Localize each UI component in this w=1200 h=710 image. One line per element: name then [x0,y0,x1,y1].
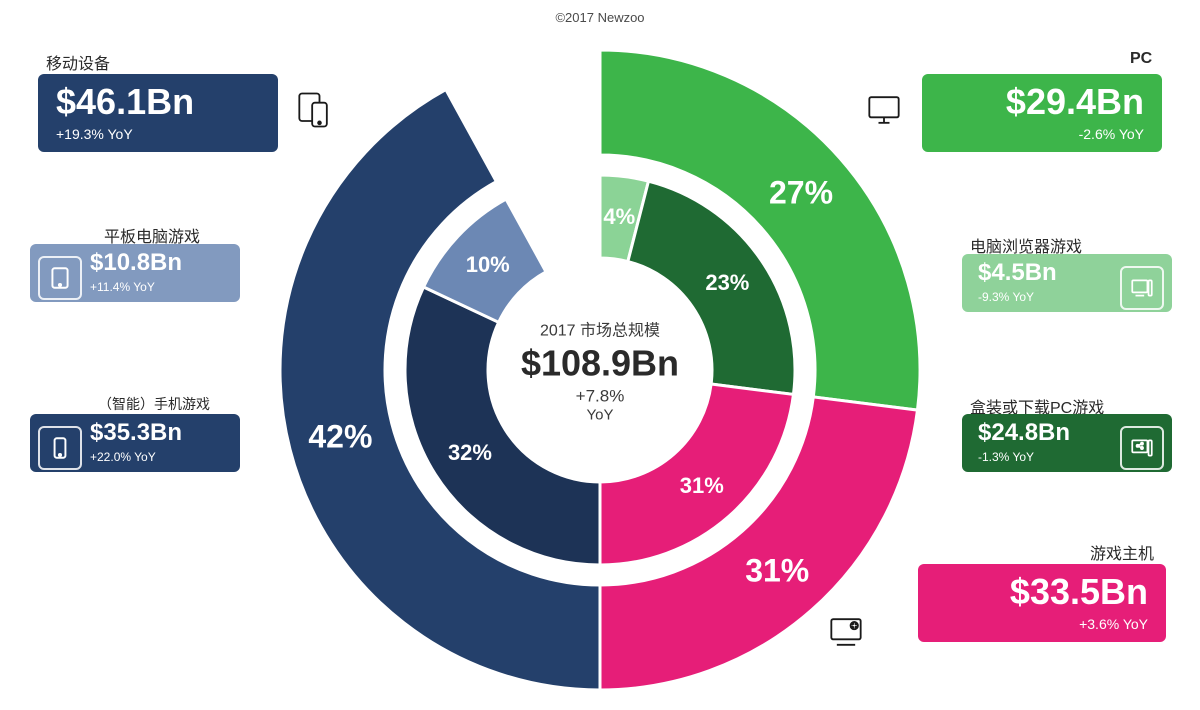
copyright-text: ©2017 Newzoo [555,10,644,25]
slice-label-pc: 27% [769,174,833,211]
tablet-yoy: +11.4% YoY [90,280,224,294]
mobile-value: $46.1Bn [56,82,260,122]
boxed-callout: $24.8Bn -1.3% YoY [962,414,1172,472]
slice-label-tablet: 10% [466,252,510,278]
boxed-yoy: -1.3% YoY [978,450,1112,464]
mobile-yoy: +19.3% YoY [56,126,260,142]
pc-title: PC [1130,50,1152,68]
browser-yoy: -9.3% YoY [978,290,1112,304]
mobile-callout: $46.1Bn +19.3% YoY [38,74,278,152]
tablet-callout: $10.8Bn +11.4% YoY [30,244,240,302]
console-callout: $33.5Bn +3.6% YoY [918,564,1166,642]
center-yoy-pct: +7.8% [521,387,679,407]
tablet-value: $10.8Bn [90,250,224,276]
donut-chart: 42% 27% 31% 32% 10% 4% 23% 31% 2017 市场总规模 $108.… [270,40,930,700]
slice-label-console: 31% [745,553,809,590]
mobile-title: 移动设备 [46,50,110,74]
console-title: 游戏主机 [1090,540,1154,564]
browser-icon [1120,266,1164,310]
center-value: $108.9Bn [521,343,679,385]
slice-label-console-in: 31% [680,473,724,499]
mobile-devices-icon [278,74,350,146]
console-value: $33.5Bn [936,572,1148,612]
smartphone-title: （智能）手机游戏 [98,394,210,414]
pc-yoy: -2.6% YoY [940,126,1144,142]
center-title: 2017 市场总规模 [521,317,679,341]
chart-center: 2017 市场总规模 $108.9Bn +7.8% YoY [521,317,679,424]
slice-label-boxed-pc: 23% [705,270,749,296]
boxed-icon [1120,426,1164,470]
pc-icon [848,74,920,146]
tablet-icon [38,256,82,300]
smartphone-callout: $35.3Bn +22.0% YoY [30,414,240,472]
browser-value: $4.5Bn [978,260,1112,286]
boxed-value: $24.8Bn [978,420,1112,446]
pc-value: $29.4Bn [940,82,1144,122]
smartphone-icon [38,426,82,470]
pc-callout: $29.4Bn -2.6% YoY [922,74,1162,152]
console-yoy: +3.6% YoY [936,616,1148,632]
slice-label-browser-pc: 4% [603,204,635,230]
center-yoy-label: YoY [521,407,679,424]
console-icon [810,596,882,668]
smartphone-yoy: +22.0% YoY [90,450,224,464]
browser-callout: $4.5Bn -9.3% YoY [962,254,1172,312]
smartphone-value: $35.3Bn [90,420,224,446]
slice-label-smartphone: 32% [448,440,492,466]
slice-label-mobile: 42% [308,418,372,455]
